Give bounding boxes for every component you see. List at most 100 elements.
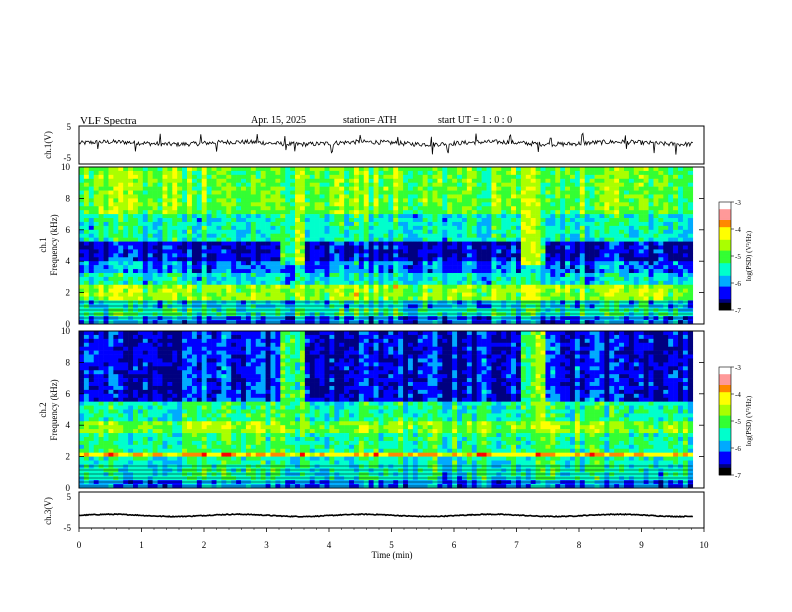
ch1-spec-cell <box>633 288 640 293</box>
ch1-spec-cell <box>182 167 188 172</box>
ch1-spec-cell <box>589 241 595 246</box>
ch1-spec-cell <box>167 272 173 278</box>
ch1-spec-cell <box>442 202 448 207</box>
ch1-spec-cell <box>515 178 522 183</box>
ch1-spec-cell <box>520 288 527 293</box>
ch1-spec-cell <box>530 182 536 187</box>
ch1-spec-cell <box>584 194 590 199</box>
ch1-spec-cell <box>466 225 473 231</box>
ch1-spec-cell <box>461 253 468 258</box>
ch1-spec-cell <box>314 214 320 219</box>
ch1-spec-cell <box>152 300 158 305</box>
ch1-spec-cell <box>540 190 546 195</box>
ch1-spec-cell <box>530 225 536 231</box>
ch1-spec-cell <box>604 249 610 254</box>
ch1-spec-cell <box>123 225 129 231</box>
ch1-spec-cell <box>83 276 90 282</box>
ch1-spec-cell <box>299 241 306 246</box>
ch1-spec-cell <box>673 265 679 270</box>
ch1-spec-cell <box>638 182 644 187</box>
ch1-spec-cell <box>393 296 399 301</box>
ch1-spec-cell <box>437 233 443 238</box>
ch1-spec-cell <box>133 194 139 199</box>
ch1-spec-cell <box>501 202 507 207</box>
ch1-spec-cell <box>491 253 497 258</box>
ch1-spec-cell <box>604 296 610 301</box>
ch1-spec-cell <box>668 257 674 262</box>
ch1-spec-cell <box>427 300 433 305</box>
ch1-spec-cell <box>103 198 109 203</box>
ch1-spec-cell <box>358 225 365 231</box>
ch1-spec-cell <box>83 241 90 246</box>
ch1-spec-cell <box>299 308 306 313</box>
ch1-spec-cell <box>275 269 281 274</box>
ch1-spec-cell <box>368 229 374 235</box>
ch1-spec-cell <box>265 174 271 180</box>
ch1-spec-cell <box>511 288 517 293</box>
ch1-spec-cell <box>633 174 640 180</box>
ch1-spec-cell <box>299 257 306 262</box>
ch1-spec-cell <box>594 288 600 293</box>
ch1-spec-cell <box>304 233 311 238</box>
ch1-spec-cell <box>206 276 212 282</box>
ch1-spec-cell <box>461 174 468 180</box>
ch1-spec-cell <box>417 218 423 223</box>
ch1-spec-cell <box>319 198 325 203</box>
ch1-spec-cell <box>506 241 512 246</box>
ch1-spec-cell <box>599 261 605 266</box>
ch1-spec-cell <box>319 167 325 172</box>
ch1-spec-cell <box>309 288 315 293</box>
ch1-spec-cell <box>663 308 669 313</box>
ch1-spec-cell <box>128 198 134 203</box>
ch1-spec-cell <box>638 229 644 235</box>
ch1-spec-cell <box>280 276 286 282</box>
ch1-spec-cell <box>128 265 134 270</box>
ch1-spec-cell <box>363 269 369 274</box>
ch1-spec-cell <box>604 174 610 180</box>
ch1-spec-cell <box>196 194 203 199</box>
ch1-spec-cell <box>108 186 114 191</box>
ch1-spec-cell <box>535 257 541 262</box>
ch1-spec-cell <box>373 170 379 176</box>
ch1-spec-cell <box>619 233 625 238</box>
ch1-spec-cell <box>221 210 227 215</box>
ch1-spec-cell <box>403 300 409 305</box>
ch1-spec-cell <box>584 276 590 282</box>
ch1-spec-cell <box>255 218 261 223</box>
ch1-spec-cell <box>344 218 350 223</box>
ch1-spec-cell <box>496 300 502 305</box>
ch1-spec-cell <box>314 170 320 176</box>
ch1-spec-cell <box>687 190 694 195</box>
ch1-spec-cell <box>452 245 458 250</box>
ch1-spec-cell <box>501 182 507 187</box>
ch1-spec-cell <box>491 249 497 254</box>
ch1-spec-cell <box>206 218 212 223</box>
ch1-spec-cell <box>329 190 335 195</box>
ch1-spec-cell <box>133 288 139 293</box>
ch1-spec-cell <box>604 272 610 278</box>
ch1-spec-cell <box>535 300 541 305</box>
ch1-spec-cell <box>290 253 296 258</box>
ch1-spec-cell <box>142 284 149 289</box>
ch1-spec-cell <box>211 186 217 191</box>
ch1-spec-cell <box>393 186 399 191</box>
ch1-spec-cell <box>628 292 635 297</box>
ch1-spec-cell <box>682 276 689 282</box>
ch1-spec-cell <box>574 198 581 203</box>
ch1-spec-cell <box>103 276 109 282</box>
ch1-spec-cell <box>226 221 232 227</box>
ch1-spec-cell <box>545 241 551 246</box>
ch1-spec-cell <box>245 300 252 305</box>
ch1-spec-cell <box>309 241 315 246</box>
ch1-spec-cell <box>142 221 149 227</box>
ch1-spec-cell <box>324 272 330 278</box>
ch1-spec-cell <box>363 276 369 282</box>
ch1-spec-cell <box>201 245 207 250</box>
ch1-spec-cell <box>309 265 315 270</box>
ch1-spec-cell <box>167 253 173 258</box>
ch1-spec-cell <box>123 210 129 215</box>
ch1-spec-cell <box>147 261 153 266</box>
ch1-spec-cell <box>123 312 129 317</box>
ch1-spec-cell <box>461 288 468 293</box>
ch1-spec-cell <box>142 225 149 231</box>
